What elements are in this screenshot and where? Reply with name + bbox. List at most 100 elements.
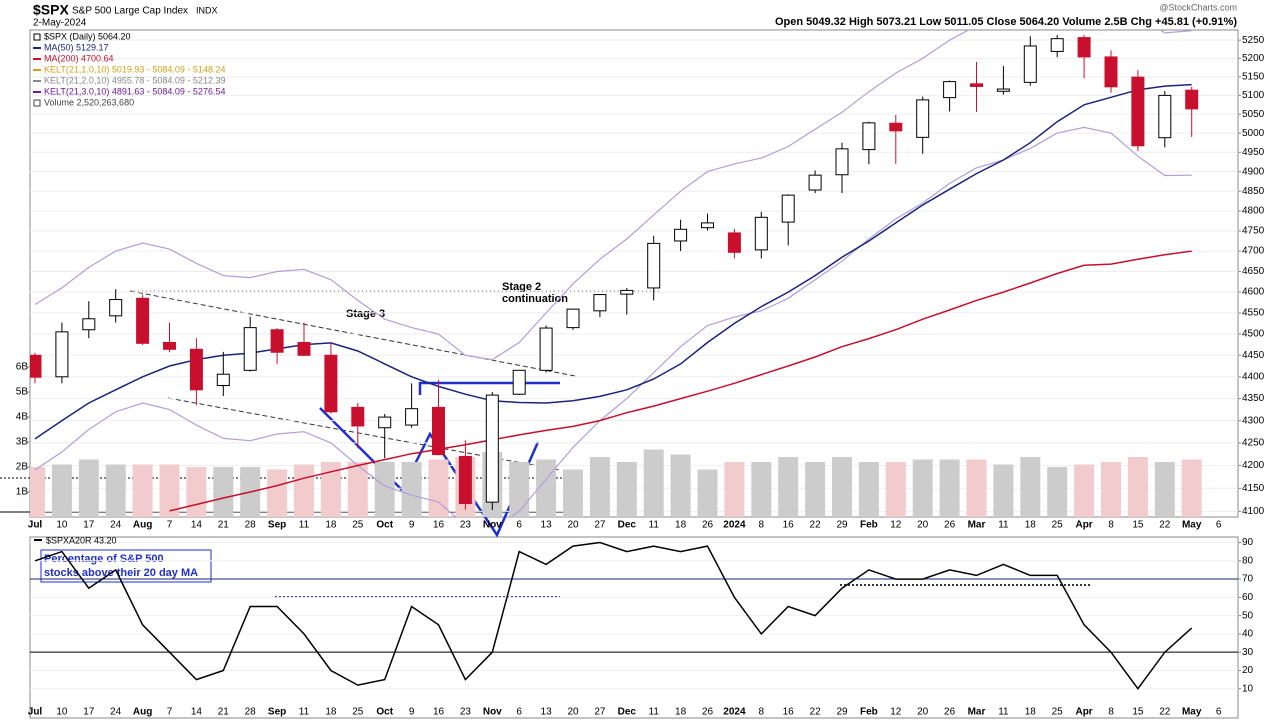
y-tick-label: 4600: [1242, 287, 1265, 298]
volume-bar: [347, 462, 368, 517]
candle-body: [1131, 76, 1145, 147]
x-tick-label: 11: [299, 520, 310, 531]
volume-bar: [697, 469, 718, 517]
volume-tick-label: 1B: [16, 487, 29, 498]
volume-tick-label: 5B: [16, 387, 29, 398]
band-upper: [34, 30, 1192, 361]
volume-bar: [751, 462, 772, 517]
x-tick-label: 20: [567, 520, 579, 531]
x-tick-label: 8: [759, 520, 765, 531]
x-tick-label: 11: [649, 707, 660, 718]
x-tick-label: Apr: [1075, 520, 1092, 531]
x-tick-label: Aug: [133, 520, 152, 531]
x-tick-label: 18: [1025, 707, 1037, 718]
x-tick-label: Oct: [376, 707, 393, 718]
candle-body: [808, 174, 822, 191]
candle-body: [30, 354, 42, 378]
x-tick-label: 25: [1052, 707, 1064, 718]
candle-body: [243, 327, 257, 371]
x-tick-label: 25: [352, 707, 364, 718]
x-tick-label: 22: [810, 520, 822, 531]
x-tick-label: Feb: [860, 520, 878, 531]
y-tick-label: 5250: [1242, 35, 1265, 46]
x-tick-label: 10: [56, 520, 68, 531]
y-tick-label: 70: [1242, 574, 1254, 585]
candle-body: [405, 408, 419, 426]
x-tick-label: 6: [516, 520, 522, 531]
y-tick-label: 4850: [1242, 186, 1265, 197]
candle-body: [324, 354, 338, 413]
candle-body: [458, 455, 472, 505]
y-tick-label: 80: [1242, 555, 1254, 566]
x-tick-label: Oct: [376, 520, 393, 531]
x-tick-label: 14: [191, 707, 203, 718]
y-tick-label: 4900: [1242, 166, 1265, 177]
x-tick-label: 18: [1025, 520, 1037, 531]
x-tick-label: 18: [325, 707, 337, 718]
x-tick-label: 18: [675, 520, 687, 531]
volume-bar: [30, 467, 45, 517]
x-tick-label: 7: [167, 520, 173, 531]
legend-entry: Volume 2,520,263,680: [44, 97, 134, 107]
breadth-plot: [30, 541, 1238, 690]
x-tick-label: 13: [541, 707, 553, 718]
x-tick-label: 6: [1216, 520, 1222, 531]
annotation: continuation: [502, 293, 568, 305]
x-tick-label: 26: [702, 520, 714, 531]
candle-body: [781, 194, 795, 223]
x-tick-label: May: [1182, 520, 1202, 531]
volume-tick-label: 6B: [16, 362, 29, 373]
volume-bar: [78, 459, 99, 517]
moving-average: [34, 83, 1192, 440]
x-tick-label: 27: [594, 520, 606, 531]
x-tick-label: 28: [245, 520, 257, 531]
legend-entry: KELT(21,2.0,10) 4955.78 - 5084.09 - 5212…: [44, 75, 225, 85]
y-tick-label: 4750: [1242, 226, 1265, 237]
candle-body: [189, 348, 203, 391]
x-tick-label: 6: [516, 707, 522, 718]
volume-bar: [105, 464, 126, 517]
x-tick-label: 23: [460, 707, 472, 718]
x-tick-label: 26: [702, 707, 714, 718]
source: @StockCharts.com: [1159, 2, 1237, 12]
volume-bar: [885, 462, 906, 517]
y-tick-label: 4950: [1242, 147, 1265, 158]
x-tick-label: 26: [944, 520, 956, 531]
x-tick-label: 16: [433, 707, 445, 718]
date: 2-May-2024: [33, 18, 87, 29]
y-tick-label: 40: [1242, 629, 1254, 640]
legend-entry: KELT(21,1.0,10) 5019.93 - 5084.09 - 5148…: [44, 64, 225, 74]
y-tick-label: 30: [1242, 647, 1254, 658]
x-tick-label: 6: [1216, 707, 1222, 718]
y-tick-label: 4650: [1242, 266, 1265, 277]
volume-bar: [805, 462, 826, 517]
x-tick-label: 22: [810, 707, 822, 718]
volume-bar: [912, 459, 933, 517]
band-lower: [34, 126, 1192, 517]
volume-bar: [778, 457, 799, 517]
volume-bar: [159, 464, 180, 517]
candle-body: [701, 222, 714, 229]
x-tick-label: 16: [433, 520, 445, 531]
x-tick-label: 18: [325, 520, 337, 531]
volume-tick-label: 4B: [16, 412, 29, 423]
x-tick-label: 13: [541, 520, 553, 531]
x-tick-label: Nov: [483, 707, 502, 718]
x-tick-label: 8: [1108, 520, 1114, 531]
x-tick-label: 21: [218, 707, 230, 718]
candle-body: [916, 99, 930, 138]
annotation: Stage 3: [346, 308, 385, 320]
candle-body: [1158, 94, 1172, 139]
candle-body: [109, 299, 123, 317]
price-plot: [30, 30, 1238, 517]
volume-tick-label: 3B: [16, 437, 29, 448]
y-tick-label: 90: [1242, 537, 1254, 548]
candle-body: [539, 327, 553, 371]
volume-bar: [993, 464, 1014, 517]
candle-body: [55, 331, 69, 378]
candle-body: [270, 329, 284, 353]
candle-body: [1023, 45, 1037, 83]
volume-bar: [832, 457, 852, 517]
candle-body: [889, 122, 903, 132]
